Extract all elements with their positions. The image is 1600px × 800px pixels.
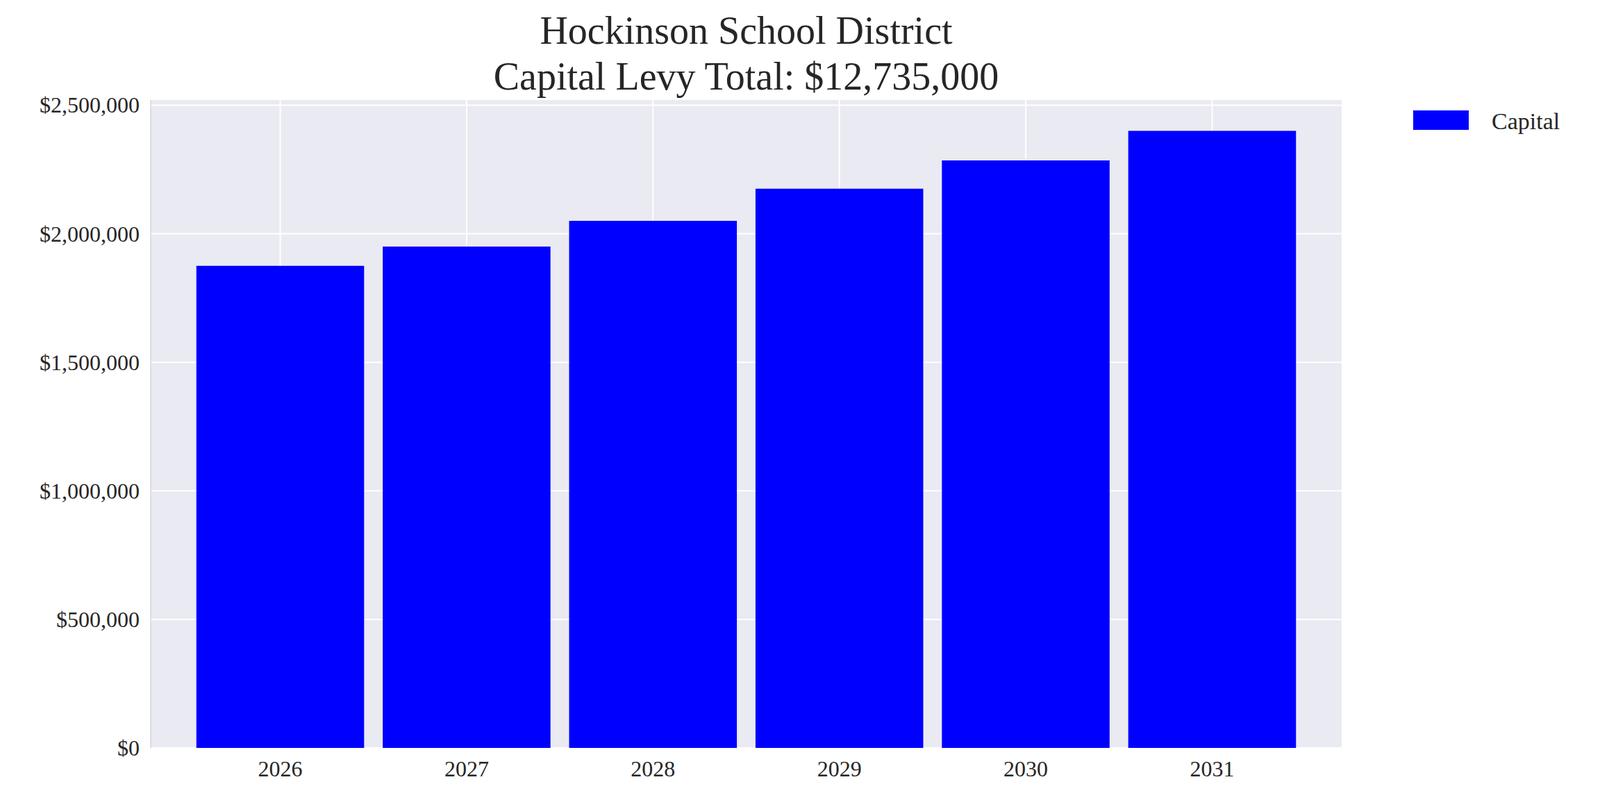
- legend-label: Capital: [1491, 108, 1560, 135]
- plot-background: [150, 100, 1342, 748]
- y-axis-line: [150, 100, 152, 748]
- x-tick-label: 2031: [1189, 756, 1235, 782]
- bar: [196, 265, 365, 748]
- title: Hockinson School District: [539, 9, 953, 53]
- title: Capital Levy Total: $12,735,000: [493, 54, 1000, 98]
- x-tick-label: 2029: [817, 756, 862, 782]
- grid-line: [150, 104, 1342, 106]
- legend: Capital: [1413, 108, 1560, 135]
- y-tick-label: $500,000: [56, 606, 140, 632]
- bar: [755, 188, 924, 748]
- chart: $0 $500,000 $1,000,000 $1,500,000 $2,000,000…: [0, 0, 1600, 800]
- y-tick-label: $1,500,000: [39, 350, 140, 375]
- x-tick-label: 2030: [1003, 756, 1048, 782]
- x-tick-label: 2028: [630, 756, 675, 782]
- y-tick-label: $2,000,000: [39, 221, 140, 247]
- x-tick-label: 2026: [258, 756, 303, 782]
- bar: [382, 246, 551, 748]
- bar: [941, 160, 1110, 748]
- y-tick-label: $0: [117, 735, 140, 761]
- y-tick-label: $1,000,000: [39, 478, 140, 504]
- x-tick-label: 2027: [444, 756, 489, 782]
- legend-swatch: [1413, 110, 1469, 130]
- y-tick-label: $2,500,000: [39, 92, 140, 118]
- bars: [196, 130, 1296, 748]
- bar: [569, 220, 738, 748]
- bar: [1128, 130, 1297, 748]
